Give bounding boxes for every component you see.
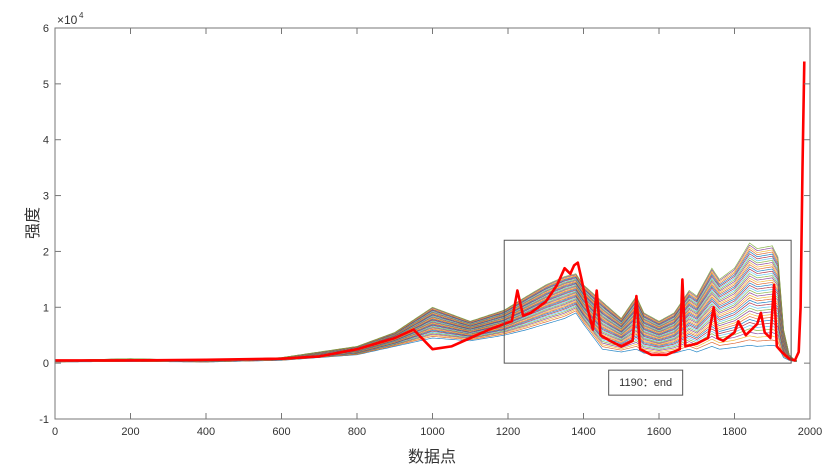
y-axis-label: 强度 [23,207,42,239]
y-tick-label: -1 [39,414,49,426]
x-tick-label: 2000 [798,426,822,438]
y-tick-label: 6 [43,23,49,35]
annotation-label-box [608,369,684,396]
x-tick-label: 1200 [496,426,520,438]
y-axis: -1 0 1 2 3 4 5 6 [39,23,810,426]
y-tick-label: 1 [43,302,49,314]
y-exponent: 4 [79,11,84,20]
x-tick-label: 1600 [647,426,671,438]
x-tick-label: 1000 [420,426,444,438]
y-tick-label: 3 [43,191,49,203]
y-tick-label: 2 [43,246,49,258]
y-tick-label: 4 [43,135,49,147]
x-axis-label: 数据点 [408,447,456,466]
x-tick-label: 200 [121,426,139,438]
y-tick-label: 5 [43,79,49,91]
x-tick-label: 800 [348,426,366,438]
y-exponent-prefix: ×10 [57,13,78,27]
x-tick-label: 0 [52,426,58,438]
x-tick-label: 1800 [722,426,746,438]
x-axis: 0 200 400 600 800 1000 1200 1400 1600 1800 2000 [52,28,822,438]
highlight-series-line [55,61,806,362]
x-tick-label: 400 [197,426,215,438]
y-tick-label: 0 [43,358,49,370]
region-annotation-box [503,239,792,364]
x-tick-label: 600 [272,426,290,438]
x-tick-label: 1400 [571,426,595,438]
annotation-label: 1190：end [619,377,672,389]
